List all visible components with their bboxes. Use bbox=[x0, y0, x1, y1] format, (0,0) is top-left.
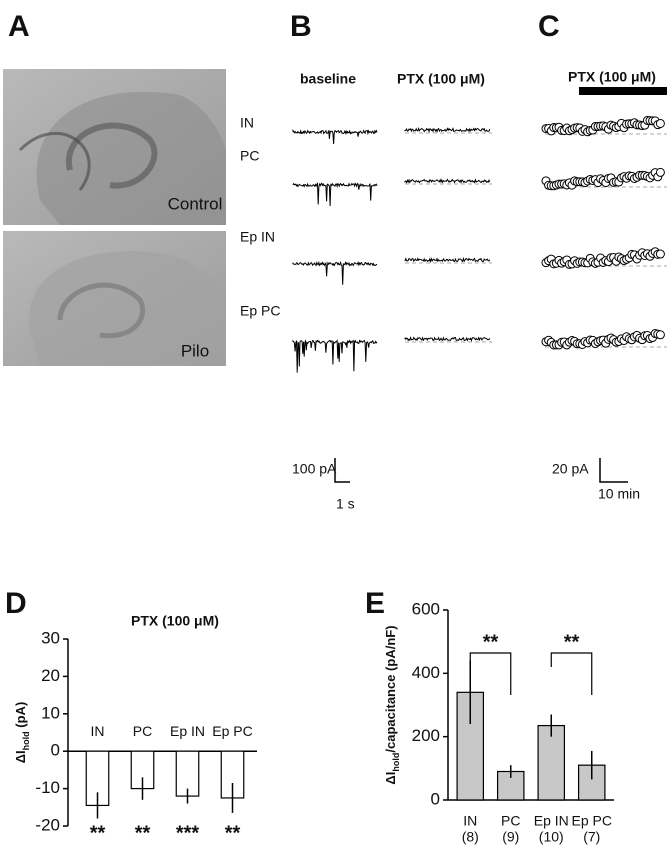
row-label: IN bbox=[240, 115, 254, 131]
trace bbox=[292, 260, 378, 285]
traces bbox=[292, 115, 667, 373]
x-tick-label: PC bbox=[133, 723, 152, 739]
panel-letter: C bbox=[538, 10, 560, 43]
scale-bar: 20 pA 10 min bbox=[552, 458, 640, 502]
slice-image: Pilo bbox=[3, 231, 227, 366]
panel-letter: D bbox=[5, 587, 27, 620]
scale-label: 20 pA bbox=[552, 461, 589, 477]
y-axis-label-part: ΔI bbox=[13, 750, 28, 763]
column-label: PTX (100 μM) bbox=[397, 71, 485, 87]
significance: ** bbox=[483, 631, 499, 653]
sample-size: (8) bbox=[462, 829, 479, 845]
x-tick-label: IN bbox=[463, 813, 477, 829]
y-tick-label: 200 bbox=[412, 726, 440, 745]
holding-point bbox=[655, 167, 665, 177]
y-axis-label-part: hold bbox=[391, 753, 401, 772]
trace bbox=[292, 182, 378, 207]
row-label: PC bbox=[240, 148, 259, 164]
trace bbox=[292, 339, 378, 373]
y-tick-label: 0 bbox=[431, 789, 440, 808]
row-label: Ep PC bbox=[240, 303, 280, 319]
trace bbox=[404, 336, 491, 342]
trace bbox=[404, 126, 491, 134]
trace bbox=[404, 178, 491, 184]
significance: *** bbox=[176, 822, 200, 844]
y-axis-label-part: /capacitance (pA/nF) bbox=[383, 625, 398, 752]
chart-title: PTX (100 μM) bbox=[131, 613, 219, 629]
significance-bracket bbox=[469, 652, 512, 695]
y-tick-label: 20 bbox=[41, 666, 60, 685]
scale-bar: 100 pA 1 s bbox=[292, 458, 355, 512]
bar bbox=[537, 724, 566, 801]
y-tick-label: 0 bbox=[51, 741, 60, 760]
drug-bar bbox=[579, 87, 667, 95]
y-axis-label-part: ΔI bbox=[383, 772, 398, 785]
sample-size: (7) bbox=[583, 829, 600, 845]
sample-size: (9) bbox=[502, 829, 519, 845]
y-tick-label: 30 bbox=[41, 628, 60, 647]
scale-label: 10 min bbox=[598, 486, 640, 502]
significance: ** bbox=[564, 631, 580, 653]
y-axis-label-part: (pA) bbox=[13, 702, 28, 732]
column-label: baseline bbox=[300, 71, 356, 87]
x-tick-label: PC bbox=[501, 813, 520, 829]
slice-image: Control bbox=[3, 69, 226, 226]
x-tick-label: Ep IN bbox=[170, 723, 205, 739]
panel-letter: E bbox=[365, 587, 385, 620]
y-tick-label: 400 bbox=[412, 663, 440, 682]
holding-point bbox=[655, 330, 665, 340]
y-tick-label: 10 bbox=[41, 703, 60, 722]
row-label: Ep IN bbox=[240, 229, 275, 245]
y-axis-label: ΔIhold (pA) bbox=[13, 702, 31, 764]
drug-label: PTX (100 μM) bbox=[568, 69, 656, 85]
significance: ** bbox=[90, 822, 106, 844]
y-axis-label-part: hold bbox=[21, 731, 31, 750]
significance-bracket bbox=[550, 652, 593, 695]
image-label: Control bbox=[168, 194, 223, 213]
significance: ** bbox=[135, 822, 151, 844]
trace bbox=[404, 256, 491, 264]
chart: -20 -10 0 10 20 30 PTX (100 μM) ΔIhold (pA) IN **… bbox=[13, 613, 257, 844]
image-label: Pilo bbox=[181, 341, 209, 360]
x-tick-label: Ep PC bbox=[212, 723, 252, 739]
scale-label: 1 s bbox=[336, 496, 355, 512]
y-tick-label: 600 bbox=[412, 599, 440, 618]
x-tick-label: IN bbox=[91, 723, 105, 739]
sample-size: (10) bbox=[539, 829, 564, 845]
x-tick-label: Ep IN bbox=[534, 813, 569, 829]
panel-letter: B bbox=[290, 10, 312, 43]
scale-label: 100 pA bbox=[292, 461, 337, 477]
y-tick-label: -20 bbox=[35, 815, 60, 834]
y-tick-label: -10 bbox=[35, 778, 60, 797]
trace bbox=[292, 129, 378, 145]
holding-point bbox=[655, 249, 665, 259]
holding-point bbox=[655, 118, 665, 128]
significance: ** bbox=[225, 822, 241, 844]
x-tick-label: Ep PC bbox=[572, 813, 612, 829]
y-axis-label: ΔIhold/capacitance (pA/nF) bbox=[383, 625, 401, 784]
panel-letter: A bbox=[8, 10, 30, 43]
chart: 0 200 400 600 ΔIhold/capacitance (pA/nF) IN(8… bbox=[383, 599, 614, 845]
